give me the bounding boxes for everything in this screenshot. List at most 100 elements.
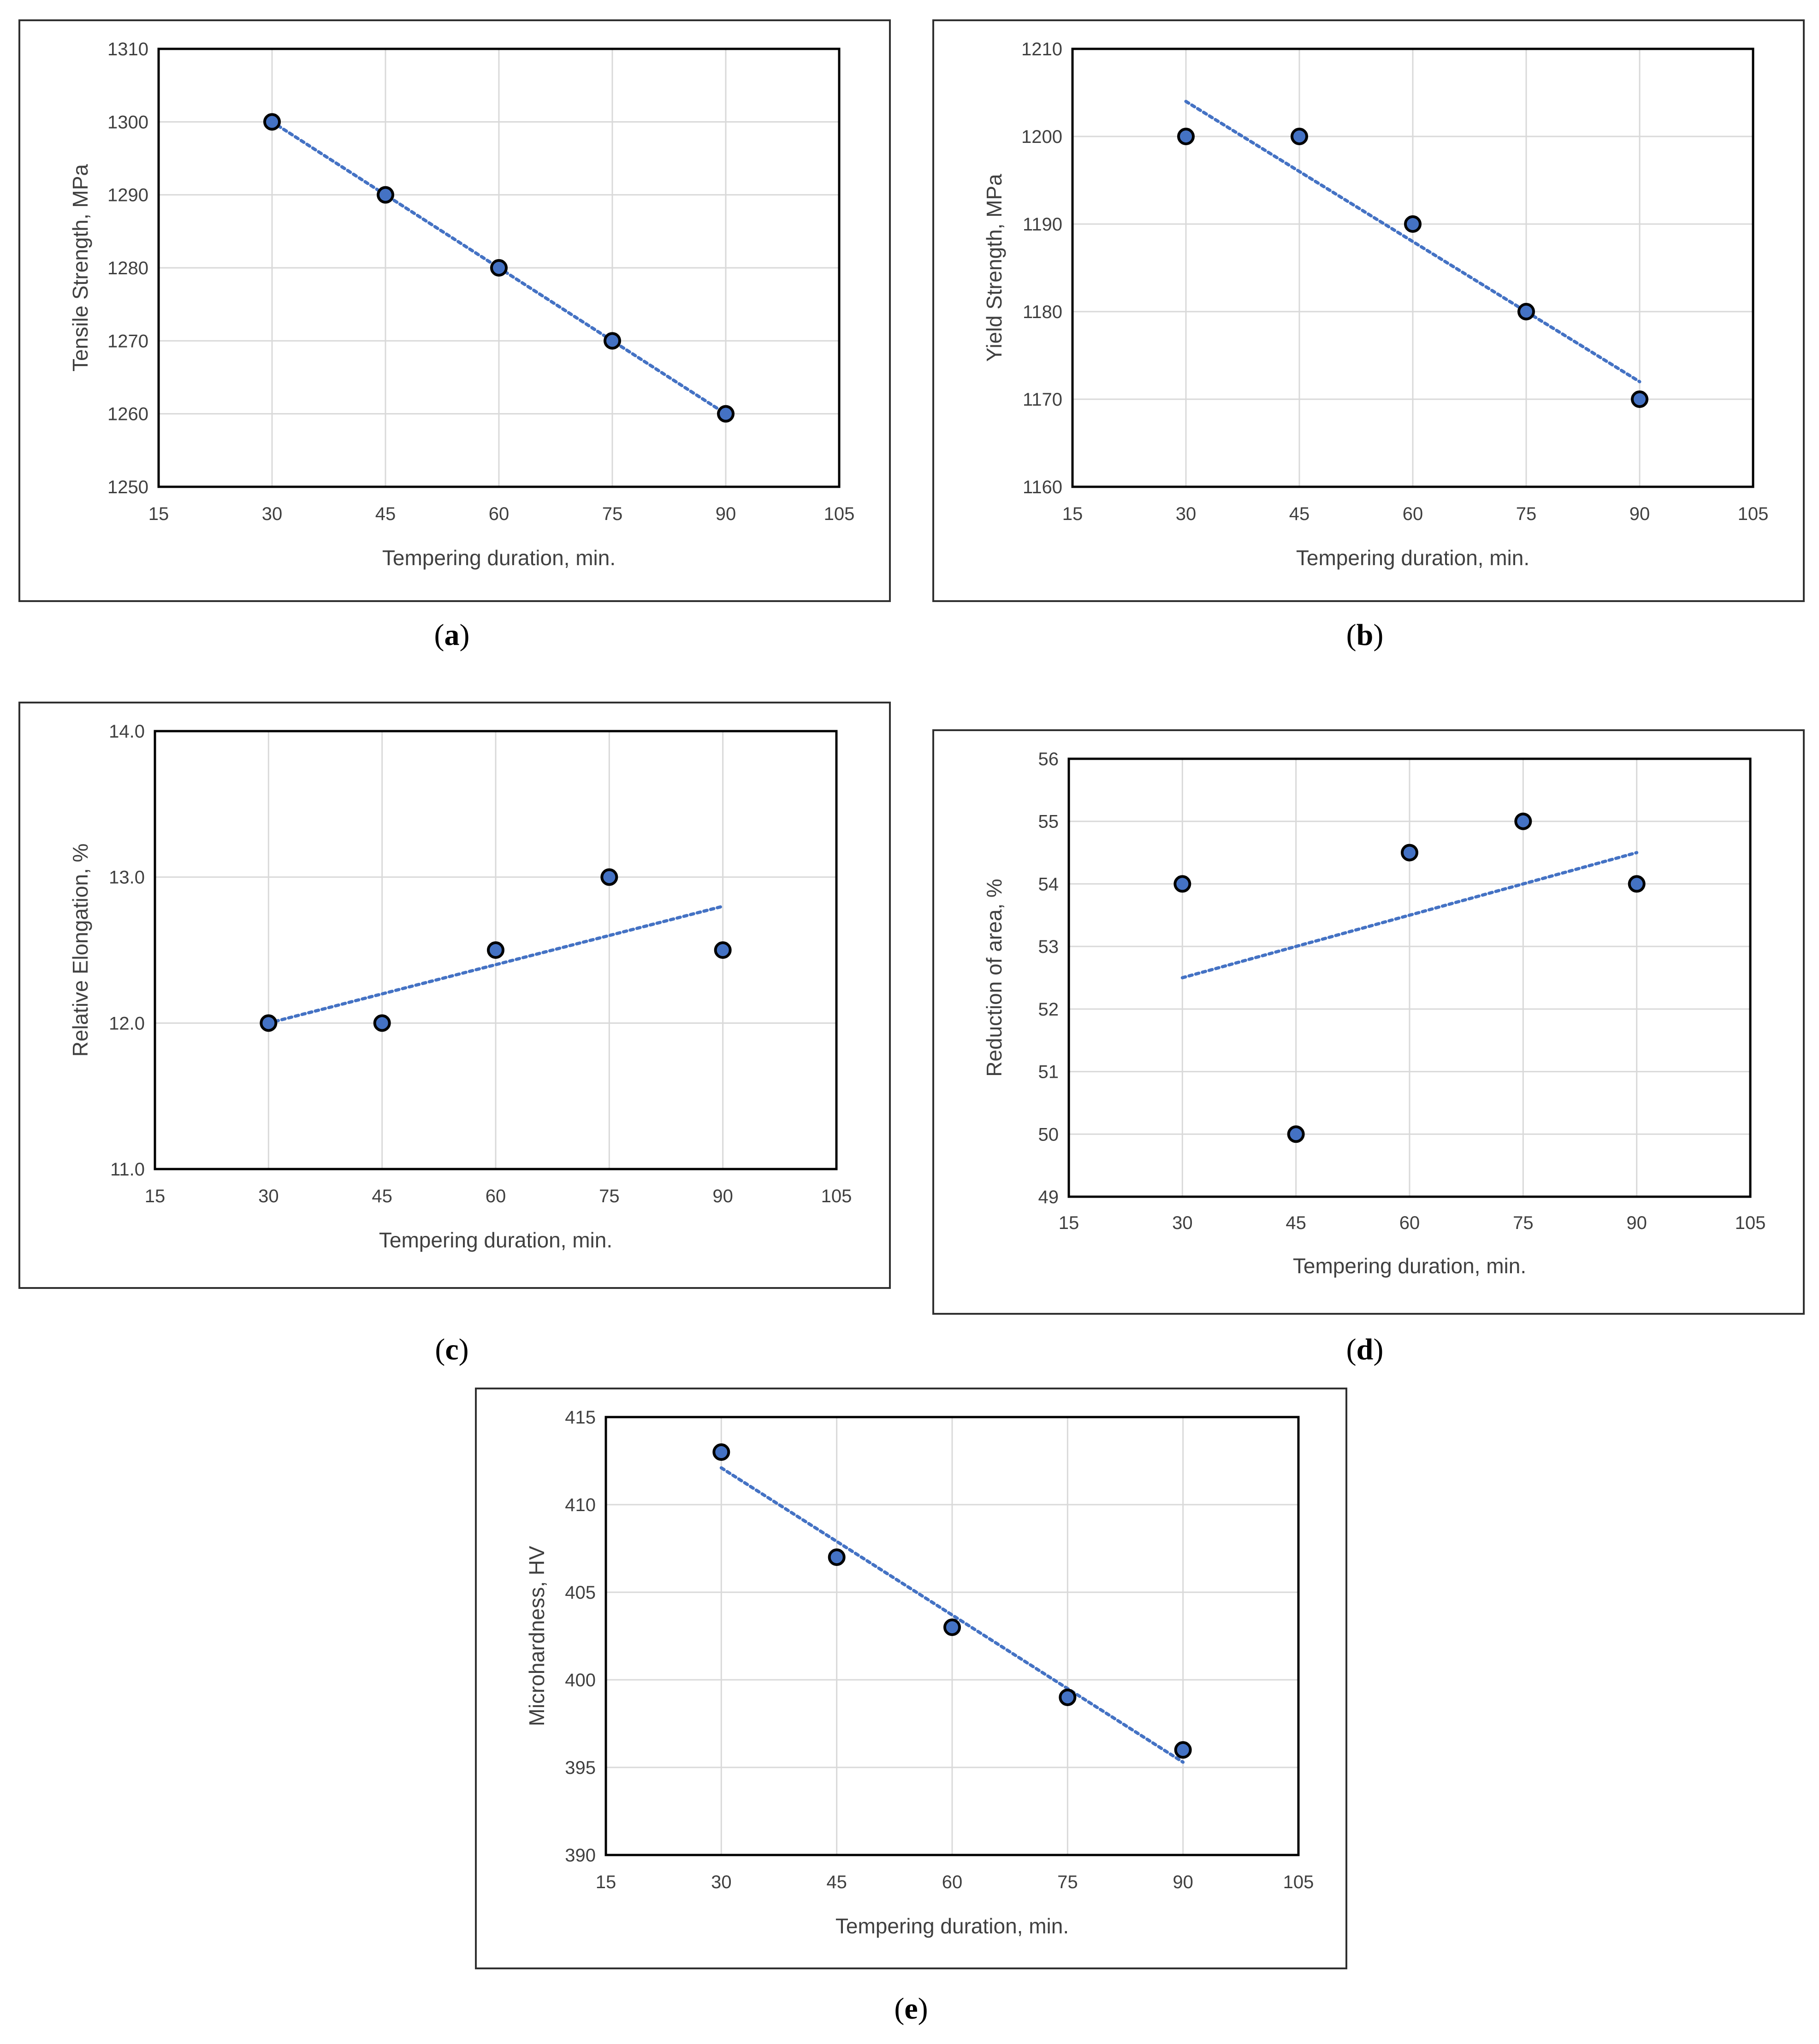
chart-b-ytick-label-0: 1160 [1023,477,1062,497]
chart-e-xtick-label-2: 45 [826,1872,847,1892]
chart-e-x-axis-label: Tempering duration, min. [835,1914,1069,1938]
chart-a-y-axis-label: Tensile Strength, MPa [68,164,92,372]
chart-a-xtick-label-5: 90 [716,504,736,524]
chart-c-point-3 [600,868,618,886]
chart-c-plot-frame [154,730,838,1170]
chart-e-xtick-label-6: 105 [1283,1872,1314,1892]
chart-a-ytick-label-4: 1290 [107,185,148,206]
chart-e-ytick-label-4: 410 [565,1495,596,1515]
chart-c-xtick-label-4: 75 [599,1186,620,1206]
chart-d-ytick-label-1: 50 [1038,1124,1059,1145]
chart-d-point-1 [1287,1125,1305,1143]
chart-b-plot-frame [1071,47,1754,488]
chart-d-x-axis-label: Tempering duration, min. [1293,1254,1526,1278]
chart-b-ytick-label-5: 1210 [1021,39,1062,59]
chart-d-xtick-label-3: 60 [1399,1213,1420,1233]
chart-e-xtick-label-1: 30 [711,1872,732,1892]
caption-d-letter: d [1356,1333,1374,1366]
chart-d-point-3 [1514,812,1532,830]
caption-e: (e) [894,1992,928,2026]
chart-e-xtick-label-0: 15 [596,1872,616,1892]
chart-d-xtick-label-0: 15 [1059,1213,1079,1233]
chart-c-point-2 [487,941,504,959]
chart-panel-e: 15 30 45 60 75 90 105 390 395 400 405 410 415 Temperi… [475,1388,1347,1969]
chart-e-trendline [719,1466,1185,1764]
chart-a-point-3 [604,332,621,350]
chart-c-svg: 15 30 45 60 75 90 105 11.0 12.0 13.0 14.0 Tempering… [68,721,852,1252]
chart-c-point-0 [260,1014,278,1032]
chart-e-ytick-label-2: 400 [565,1670,596,1690]
chart-a-svg: 15 30 45 60 75 90 105 1250 1260 1270 1280 1290 1300 1… [68,39,855,570]
chart-panel-a: 15 30 45 60 75 90 105 1250 1260 1270 1280 1290 1300 1… [18,19,891,602]
chart-e-ytick-label-5: 415 [565,1407,596,1428]
chart-e-ytick-label-0: 390 [565,1845,596,1866]
chart-panel-b: 15 30 45 60 75 90 105 1160 1170 1180 1190 1200 1210 T… [932,19,1805,602]
chart-c-ytick-label-0: 11.0 [110,1159,145,1180]
chart-b-point-0 [1177,128,1195,145]
caption-b-letter: b [1356,618,1374,652]
chart-b-xtick-label-2: 45 [1289,504,1310,524]
chart-d-ytick-label-5: 54 [1038,874,1059,894]
chart-a-xtick-label-2: 45 [375,504,396,524]
chart-d-xtick-label-2: 45 [1286,1213,1306,1233]
chart-b-xtick-label-3: 60 [1403,504,1423,524]
chart-a-ytick-label-5: 1300 [107,112,148,132]
chart-b-trendline [1184,100,1641,384]
chart-e-ytick-label-1: 395 [565,1758,596,1778]
chart-d-y-axis-label: Reduction of area, % [982,879,1006,1077]
chart-a-xtick-label-3: 60 [489,504,510,524]
chart-a-point-4 [717,405,735,423]
chart-b-xtick-label-1: 30 [1176,504,1197,524]
chart-b-xtick-label-4: 75 [1516,504,1537,524]
chart-a-x-axis-label: Tempering duration, min. [382,546,616,570]
chart-a-point-0 [263,113,281,131]
chart-c-y-axis-label: Relative Elongation, % [68,844,92,1057]
chart-d-point-4 [1628,875,1646,893]
chart-b-point-3 [1517,303,1535,320]
chart-e-y-axis-label: Microhardness, HV [525,1546,549,1726]
chart-c-ytick-label-2: 13.0 [109,868,145,888]
chart-c-point-4 [714,941,732,959]
caption-c: (c) [435,1333,469,1366]
chart-c-trendline [267,904,725,1025]
chart-panel-d: 15 30 45 60 75 90 105 49 50 51 52 53 54 55 56 Tempering… [932,729,1805,1315]
chart-b-xtick-label-0: 15 [1062,504,1083,524]
chart-a-xtick-label-6: 105 [824,504,855,524]
chart-b-x-axis-label: Tempering duration, min. [1296,546,1529,570]
chart-d-ytick-label-6: 55 [1038,812,1059,832]
chart-b-ytick-label-1: 1170 [1023,390,1062,410]
chart-d-xtick-label-5: 90 [1626,1213,1647,1233]
chart-e-point-1 [828,1548,846,1566]
chart-d-xtick-label-1: 30 [1172,1213,1193,1233]
caption-a-letter: a [444,618,460,652]
chart-a-xtick-label-1: 30 [262,504,283,524]
chart-e-plot-frame [604,1416,1300,1856]
chart-b-ytick-label-4: 1200 [1021,127,1062,147]
chart-b-ytick-label-2: 1180 [1023,302,1062,322]
chart-e-xtick-label-5: 90 [1173,1872,1193,1892]
chart-b-xtick-label-6: 105 [1738,504,1769,524]
chart-c-xtick-label-3: 60 [486,1186,506,1206]
chart-d-ytick-label-7: 56 [1038,749,1059,769]
chart-c-x-axis-label: Tempering duration, min. [379,1228,612,1252]
chart-d-point-2 [1401,844,1418,862]
caption-d: (d) [1346,1333,1384,1366]
chart-d-ytick-label-2: 51 [1038,1062,1059,1082]
chart-e-svg: 15 30 45 60 75 90 105 390 395 400 405 410 415 Temperi… [525,1407,1314,1938]
chart-b-point-2 [1404,215,1422,233]
chart-c-xtick-label-5: 90 [712,1186,733,1206]
chart-a-ytick-label-1: 1260 [107,404,148,425]
chart-a-ytick-label-6: 1310 [107,39,148,59]
chart-c-point-1 [373,1014,391,1032]
chart-d-trendline [1180,851,1639,980]
chart-c-ytick-label-1: 12.0 [109,1013,145,1034]
caption-c-letter: c [445,1333,459,1366]
chart-a-ytick-label-0: 1250 [107,477,148,497]
chart-c-xtick-label-6: 105 [821,1186,852,1206]
caption-a: (a) [434,618,470,652]
caption-e-letter: e [904,1992,918,2026]
chart-d-xtick-label-4: 75 [1513,1213,1534,1233]
chart-e-point-2 [943,1619,961,1636]
chart-c-xtick-label-1: 30 [258,1186,279,1206]
chart-d-ytick-label-4: 53 [1038,937,1059,957]
